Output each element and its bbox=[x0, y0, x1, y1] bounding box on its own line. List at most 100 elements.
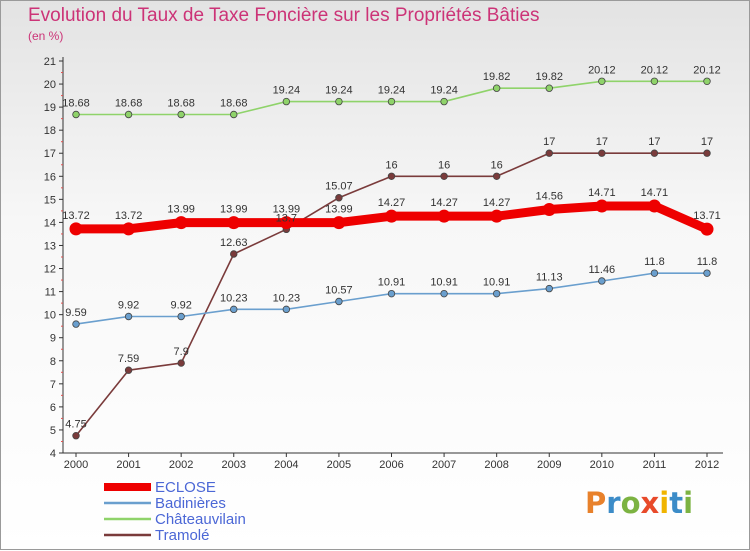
data-point bbox=[177, 110, 185, 119]
logo-letter: i bbox=[683, 486, 694, 520]
data-label: 10.91 bbox=[430, 277, 458, 289]
data-label: 9.59 bbox=[65, 307, 86, 319]
data-label: 10.91 bbox=[378, 277, 406, 289]
data-point bbox=[174, 216, 188, 230]
data-point bbox=[492, 172, 501, 180]
y-tick-label: 11 bbox=[45, 287, 56, 299]
data-label: 10.23 bbox=[273, 292, 301, 304]
data-point bbox=[335, 194, 343, 202]
legend-label: Badinières bbox=[155, 495, 226, 512]
data-point bbox=[545, 284, 553, 293]
data-label: 16 bbox=[385, 159, 397, 171]
data-label: 18.68 bbox=[62, 97, 90, 109]
data-point bbox=[650, 149, 659, 157]
data-label: 19.82 bbox=[483, 71, 511, 83]
y-tick-label: 14 bbox=[44, 217, 56, 229]
data-label: 10.91 bbox=[483, 277, 511, 289]
x-tick-label: 2008 bbox=[484, 459, 508, 471]
chart-title: Evolution du Taux de Taxe Foncière sur l… bbox=[28, 5, 540, 26]
data-label: 14.71 bbox=[588, 187, 616, 199]
data-point bbox=[700, 222, 714, 236]
data-label: 9.92 bbox=[118, 299, 139, 311]
y-tick-label: 9 bbox=[50, 333, 56, 345]
data-point bbox=[595, 199, 609, 213]
data-point bbox=[440, 97, 448, 106]
logo-letter: x bbox=[640, 486, 660, 520]
data-point bbox=[703, 77, 711, 85]
data-point bbox=[650, 269, 659, 277]
data-point bbox=[124, 366, 133, 374]
data-point bbox=[335, 297, 343, 306]
y-tick-label: 7 bbox=[50, 379, 56, 391]
data-label: 13.72 bbox=[62, 210, 90, 222]
data-label: 13.7 bbox=[276, 212, 297, 224]
logo-letter: r bbox=[606, 486, 621, 520]
logo-letter: P bbox=[585, 486, 607, 520]
x-tick-label: 2004 bbox=[274, 459, 298, 471]
data-label: 18.68 bbox=[115, 97, 143, 109]
data-point bbox=[279, 216, 293, 230]
x-tick-label: 2010 bbox=[590, 459, 614, 471]
data-point bbox=[122, 222, 136, 236]
y-tick-label: 5 bbox=[50, 425, 56, 437]
data-label: 20.12 bbox=[641, 64, 669, 76]
data-point bbox=[177, 312, 185, 321]
data-label: 14.71 bbox=[641, 187, 669, 199]
data-point bbox=[387, 172, 396, 180]
data-point bbox=[440, 172, 448, 180]
data-label: 18.68 bbox=[220, 97, 248, 109]
legend-label: Châteauvilain bbox=[155, 511, 246, 528]
data-label: 11.13 bbox=[536, 272, 563, 284]
x-tick-label: 2009 bbox=[537, 459, 561, 471]
data-point bbox=[227, 216, 241, 230]
proxiti-logo: Proxiti bbox=[585, 486, 693, 520]
legend-label: Tramolé bbox=[155, 527, 209, 544]
chart-subtitle: (en %) bbox=[28, 29, 64, 43]
data-label: 9.92 bbox=[170, 299, 191, 311]
data-label: 17 bbox=[543, 136, 555, 148]
data-point bbox=[72, 110, 80, 119]
x-tick-label: 2002 bbox=[169, 459, 193, 471]
data-point bbox=[440, 289, 448, 298]
data-label: 10.57 bbox=[325, 285, 353, 297]
data-point bbox=[69, 222, 83, 236]
x-tick-label: 2006 bbox=[379, 459, 403, 471]
data-point bbox=[385, 209, 398, 223]
x-tick-label: 2001 bbox=[116, 459, 140, 471]
data-label: 13.72 bbox=[115, 210, 143, 222]
data-label: 17 bbox=[648, 136, 660, 148]
logo-letter: o bbox=[620, 486, 641, 520]
data-label: 18.68 bbox=[167, 97, 195, 109]
data-point bbox=[598, 277, 606, 285]
data-label: 12.63 bbox=[220, 237, 248, 249]
data-label: 13.99 bbox=[220, 204, 248, 216]
legend-label: ECLOSE bbox=[155, 479, 216, 496]
data-label: 13.71 bbox=[693, 210, 721, 222]
x-tick-label: 2005 bbox=[327, 459, 351, 471]
x-tick-label: 2012 bbox=[695, 459, 719, 471]
y-tick-label: 12 bbox=[44, 264, 56, 276]
data-point bbox=[282, 97, 291, 106]
data-point bbox=[490, 209, 504, 223]
data-point bbox=[124, 312, 133, 321]
x-tick-label: 2000 bbox=[64, 459, 88, 471]
data-label: 17 bbox=[701, 136, 713, 148]
data-point bbox=[124, 110, 133, 119]
data-point bbox=[650, 77, 659, 85]
y-tick-label: 10 bbox=[44, 310, 56, 322]
data-point bbox=[230, 305, 238, 314]
data-point bbox=[647, 199, 661, 213]
y-tick-label: 4 bbox=[50, 448, 56, 460]
data-point bbox=[387, 97, 396, 106]
data-point bbox=[598, 77, 606, 85]
data-point bbox=[230, 250, 238, 258]
data-label: 15.07 bbox=[325, 181, 353, 193]
y-tick-label: 16 bbox=[44, 171, 56, 183]
logo-letter: i bbox=[659, 486, 670, 520]
data-point bbox=[437, 209, 451, 223]
data-label: 16 bbox=[438, 159, 450, 171]
data-label: 14.27 bbox=[483, 197, 511, 209]
data-point bbox=[492, 289, 501, 298]
data-label: 4.75 bbox=[65, 419, 86, 431]
